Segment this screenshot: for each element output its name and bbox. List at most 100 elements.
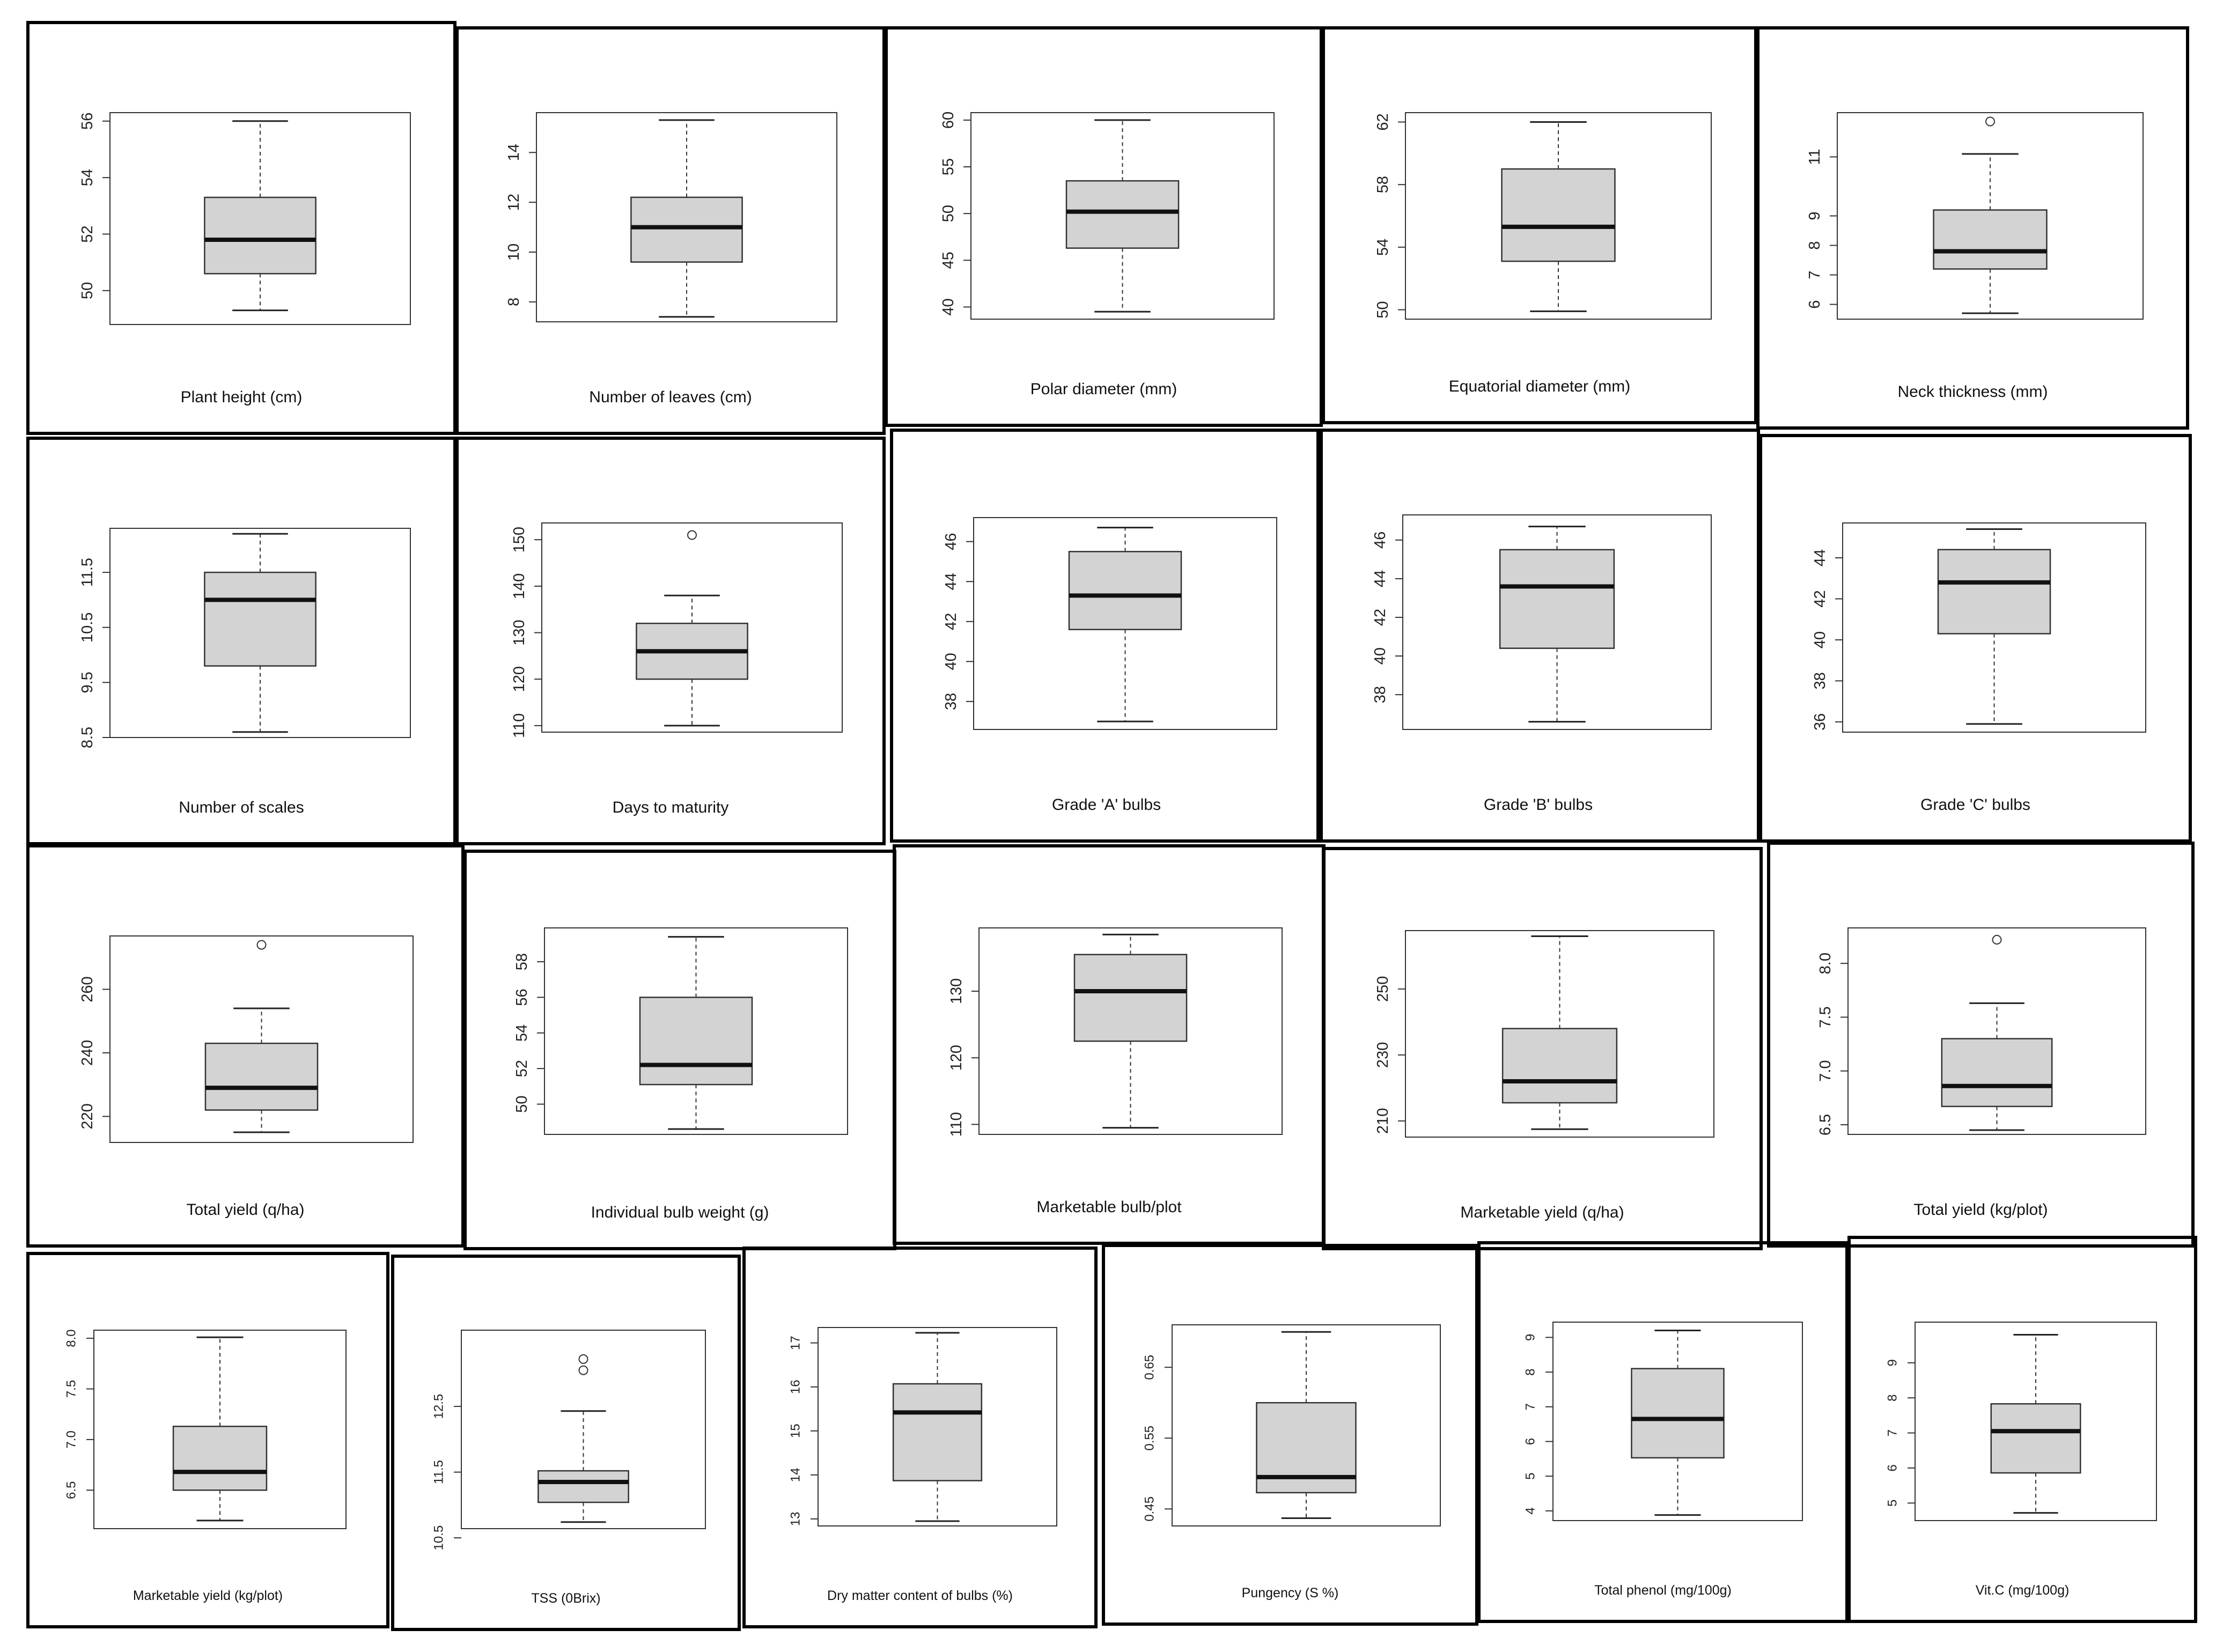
y-tick-label: 42 <box>943 613 960 630</box>
iqr-box <box>1933 209 2048 270</box>
plot-area <box>970 112 1275 320</box>
x-axis-label: TSS (0Brix) <box>531 1591 600 1606</box>
y-tick-label: 6 <box>1806 300 1823 308</box>
y-tick-label: 120 <box>948 1045 965 1071</box>
y-tick-label: 8 <box>1886 1395 1900 1402</box>
y-tick-label: 120 <box>511 666 528 692</box>
x-axis-label: Grade 'C' bulbs <box>1920 796 2030 814</box>
panel-frame <box>742 1247 1098 1628</box>
y-tick-label: 44 <box>943 573 960 590</box>
y-tick-label: 9 <box>1886 1359 1900 1366</box>
y-tick-label: 6 <box>1886 1464 1900 1471</box>
y-tick-label: 240 <box>79 1040 96 1066</box>
x-axis-label: Number of scales <box>179 799 304 816</box>
y-tick-label: 44 <box>1812 549 1829 566</box>
iqr-box <box>204 1042 319 1111</box>
panel-frame <box>26 437 457 845</box>
y-tick-label: 60 <box>940 112 957 129</box>
y-tick-label: 110 <box>511 713 528 738</box>
y-tick-label: 14 <box>505 144 522 161</box>
y-tick-label: 5 <box>1886 1500 1900 1507</box>
y-tick-label: 56 <box>513 989 531 1006</box>
plot-area <box>978 927 1283 1135</box>
boxplot-panel: 40 45 50 55 60 Polar diameter (mm) <box>885 26 1323 427</box>
iqr-box <box>204 571 316 667</box>
y-tick-label: 10 <box>505 244 522 261</box>
plot-area <box>109 528 411 738</box>
y-tick-label: 8.0 <box>64 1329 79 1347</box>
y-tick-label: 11.5 <box>432 1460 446 1484</box>
boxplot-panel: 50 54 58 62 Equatorial diameter (mm) <box>1322 26 1757 424</box>
x-axis-label: Marketable bulb/plot <box>1036 1198 1182 1216</box>
plot-area <box>1915 1322 2157 1521</box>
y-tick-label: 54 <box>79 169 96 186</box>
panel-frame <box>893 844 1326 1245</box>
x-axis-label: Dry matter content of bulbs (%) <box>827 1588 1013 1603</box>
y-tick-label: 12 <box>505 194 522 211</box>
x-axis-label: Plant height (cm) <box>181 388 303 406</box>
plot-area <box>109 935 414 1143</box>
y-tick-label: 7 <box>1886 1429 1900 1436</box>
iqr-box <box>1073 954 1188 1042</box>
x-axis-label: Polar diameter (mm) <box>1030 380 1177 398</box>
y-tick-label: 44 <box>1372 570 1389 587</box>
x-axis-label: Grade 'A' bulbs <box>1052 796 1161 814</box>
boxplot-panel: 13 14 15 16 17 Dry matter content of bulbs (%… <box>742 1247 1098 1628</box>
x-axis-label: Marketable yield (q/ha) <box>1460 1204 1624 1221</box>
y-tick-label: 50 <box>513 1095 531 1112</box>
boxplot-panel: 6 7 8 9 11 Neck thickness (mm) <box>1756 26 2189 430</box>
y-tick-label: 7.5 <box>64 1380 79 1398</box>
y-tick-label: 0.45 <box>1143 1496 1157 1522</box>
plot-area <box>93 1330 347 1529</box>
y-tick-label: 50 <box>79 282 96 299</box>
plot-area <box>1842 522 2146 733</box>
y-tick-label: 54 <box>513 1024 531 1042</box>
y-tick-label: 0.55 <box>1143 1426 1157 1451</box>
panel-frame <box>26 844 465 1248</box>
x-axis-label: Equatorial diameter (mm) <box>1449 378 1630 395</box>
y-tick-label: 12.5 <box>432 1394 446 1419</box>
y-tick-label: 150 <box>511 527 528 552</box>
x-axis-label: Vit.C (mg/100g) <box>1976 1583 2070 1598</box>
y-tick-label: 11.5 <box>79 558 96 587</box>
plot-area <box>1405 112 1712 320</box>
panel-frame <box>890 429 1323 843</box>
boxplot-panel: 38 40 42 44 46 Grade 'A' bulbs <box>890 429 1323 843</box>
y-tick-label: 40 <box>1372 647 1389 665</box>
panel-frame <box>885 26 1323 427</box>
plot-area <box>973 517 1277 730</box>
y-tick-label: 8.0 <box>1817 953 1834 974</box>
panel-frame <box>1767 842 2195 1248</box>
outlier-point <box>578 1365 588 1375</box>
y-tick-label: 36 <box>1812 713 1829 731</box>
plot-area <box>818 1327 1057 1526</box>
y-tick-label: 40 <box>940 298 957 315</box>
boxplot-panel: 0.45 0.55 0.65 Pungency (S %) <box>1102 1244 1478 1626</box>
y-tick-label: 50 <box>940 205 957 222</box>
y-tick-label: 8 <box>1806 241 1823 249</box>
y-tick-label: 220 <box>79 1103 96 1129</box>
y-tick-label: 62 <box>1374 113 1392 130</box>
y-tick-label: 7 <box>1523 1403 1538 1410</box>
iqr-box <box>1631 1368 1725 1459</box>
y-tick-label: 9 <box>1806 211 1823 220</box>
x-axis-label: Neck thickness (mm) <box>1897 383 2048 401</box>
boxplot-panel: 6.5 7.0 7.5 8.0 Total yield (kg/plot) <box>1767 842 2195 1248</box>
x-axis-label: Total phenol (mg/100g) <box>1594 1583 1732 1598</box>
y-tick-label: 55 <box>940 158 957 175</box>
boxplot-panel: 50 52 54 56 58 Individual bulb weight (g) <box>463 850 896 1250</box>
outlier-point <box>578 1354 588 1364</box>
outlier-point <box>687 530 697 540</box>
plot-area <box>1402 514 1712 730</box>
outlier-point <box>1985 116 1995 127</box>
y-tick-label: 6.5 <box>1817 1114 1834 1135</box>
y-tick-label: 8 <box>1523 1368 1538 1375</box>
y-tick-label: 110 <box>948 1112 965 1137</box>
iqr-box <box>892 1383 983 1481</box>
panel-frame <box>1102 1244 1478 1626</box>
y-tick-label: 58 <box>513 953 531 970</box>
plot-area <box>536 112 837 322</box>
y-tick-label: 56 <box>79 113 96 130</box>
y-tick-label: 9 <box>1523 1334 1538 1341</box>
